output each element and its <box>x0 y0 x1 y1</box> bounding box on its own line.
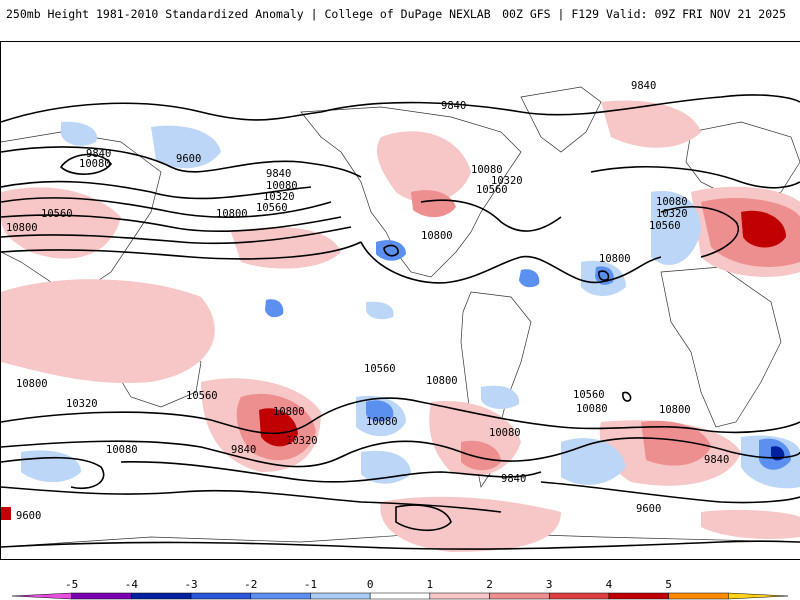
contour-label: 9840 <box>231 444 256 456</box>
contour-label: 10320 <box>66 398 98 410</box>
colorbar-tick-label: 0 <box>367 580 374 591</box>
contour-label: 10320 <box>263 191 295 203</box>
height-contours <box>1 94 800 550</box>
colorbar-tick-label: 4 <box>606 580 613 591</box>
positive-anomaly-strong <box>1 210 786 520</box>
contour-label: 10560 <box>573 389 605 401</box>
contour-label: 10080 <box>471 164 503 176</box>
colorbar-swatch <box>131 592 192 600</box>
contour-label: 10800 <box>273 406 305 418</box>
anomaly-map: 9840 9840 9840 10080 9600 9840 10080 103… <box>1 80 800 552</box>
contour-label: 10800 <box>216 208 248 220</box>
contour-label: 10080 <box>489 427 521 439</box>
anomaly-colorbar: -5 -4 -3 -2 -1 0 1 2 3 4 5 <box>12 580 788 600</box>
colorbar-swatch <box>71 592 132 600</box>
contour-label: 10560 <box>649 220 681 232</box>
colorbar-swatch <box>608 592 669 600</box>
colorbar-tick-label: -1 <box>304 580 317 591</box>
contour-label: 9600 <box>176 153 201 165</box>
colorbar-tick-label: -3 <box>184 580 197 591</box>
contour-label: 9840 <box>704 454 729 466</box>
colorbar-tick-label: 1 <box>427 580 434 591</box>
contour-labels: 9840 9840 9840 10080 9600 9840 10080 103… <box>6 80 729 522</box>
colorbar-ticks: -5 -4 -3 -2 -1 0 1 2 3 4 5 <box>65 580 672 591</box>
colorbar-tick-label: 2 <box>486 580 493 591</box>
chart-title: 250mb Height 1981-2010 Standardized Anom… <box>6 7 491 21</box>
colorbar-swatch <box>668 592 729 600</box>
map-panel: 9840 9840 9840 10080 9600 9840 10080 103… <box>0 41 800 560</box>
contour-label: 9600 <box>16 510 41 522</box>
coastlines <box>1 86 800 548</box>
colorbar-swatch <box>310 592 371 600</box>
contour-label: 10560 <box>41 208 73 220</box>
colorbar-tick-label: 3 <box>546 580 553 591</box>
contour-label: 10800 <box>659 404 691 416</box>
contour-label: 9840 <box>86 148 111 160</box>
contour-label: 10800 <box>6 222 38 234</box>
contour-label: 10320 <box>491 175 523 187</box>
colorbar-tick-label: -2 <box>244 580 257 591</box>
contour-label: 10080 <box>366 416 398 428</box>
model-run-info: 00Z GFS | F129 Valid: 09Z FRI NOV 21 202… <box>502 7 786 21</box>
contour-label: 10080 <box>79 158 111 170</box>
colorbar-tick-label: -4 <box>125 580 139 591</box>
colorbar-swatch <box>728 592 788 600</box>
contour-label: 9840 <box>501 473 526 485</box>
contour-label: 10560 <box>186 390 218 402</box>
contour-label: 10800 <box>16 378 48 390</box>
contour-label: 9840 <box>631 80 656 92</box>
colorbar-swatch <box>12 592 72 600</box>
colorbar-swatch <box>369 592 431 600</box>
contour-label: 10800 <box>421 230 453 242</box>
contour-label: 10080 <box>656 196 688 208</box>
contour-label: 9840 <box>441 100 466 112</box>
colorbar-tick-label: 5 <box>665 580 672 591</box>
contour-label: 10320 <box>286 435 318 447</box>
contour-label: 10080 <box>266 180 298 192</box>
colorbar-tick-label: -5 <box>65 580 78 591</box>
colorbar-swatch <box>250 592 311 600</box>
contour-label: 10320 <box>656 208 688 220</box>
contour-label: 10800 <box>426 375 458 387</box>
colorbar-swatch <box>429 592 490 600</box>
contour-label: 10080 <box>576 403 608 415</box>
contour-label: 10560 <box>476 184 508 196</box>
contour-label: 10080 <box>106 444 138 456</box>
colorbar-swatches <box>12 592 788 600</box>
contour-label: 9840 <box>266 168 291 180</box>
colorbar-swatch <box>190 592 252 600</box>
colorbar-swatch <box>489 592 550 600</box>
contour-label: 10800 <box>599 253 631 265</box>
contour-label: 9600 <box>636 503 661 515</box>
colorbar-swatch <box>548 592 610 600</box>
contour-label: 10560 <box>256 202 288 214</box>
contour-label: 10560 <box>364 363 396 375</box>
negative-anomaly-medium <box>265 240 791 470</box>
